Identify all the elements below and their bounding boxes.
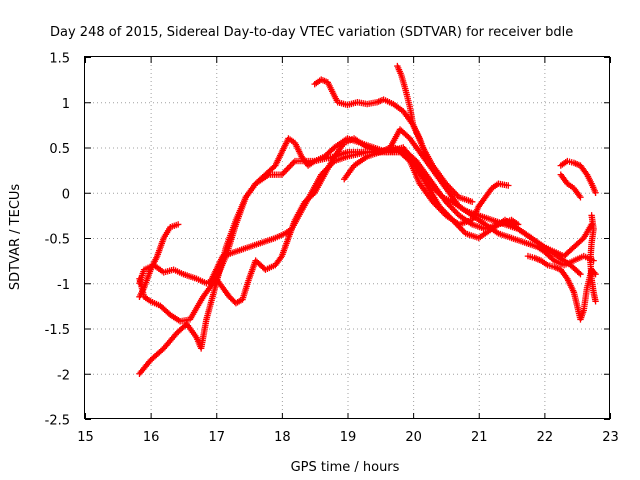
data-point (283, 166, 290, 174)
data-point (468, 198, 476, 205)
series-track-12 (587, 212, 599, 305)
series-track-2 (136, 221, 182, 301)
x-tick-label: 19 (340, 430, 357, 445)
y-tick-label: -2.5 (45, 414, 70, 429)
chart-title: Day 248 of 2015, Sidereal Day-to-day VTE… (50, 25, 573, 40)
data-point (423, 153, 430, 160)
data-point (592, 298, 599, 305)
y-tick-label: 1 (62, 97, 70, 112)
y-tick-label: -1.5 (45, 323, 70, 338)
series-track-10 (557, 171, 584, 201)
series-track-4 (136, 126, 597, 325)
data-point (284, 165, 291, 172)
y-tick-label: -2 (57, 368, 70, 383)
x-axis-label: GPS time / hours (291, 460, 400, 475)
data-points (136, 62, 599, 377)
data-point (285, 163, 293, 171)
data-point (459, 227, 466, 234)
data-point (452, 209, 460, 216)
x-tick-label: 21 (471, 430, 488, 445)
data-point (592, 189, 599, 196)
axis-ticks: 15 16 17 18 19 20 21 22 23 1.5 1 0.5 0 -0.5 -1 -1.5 -2 -2… (45, 52, 619, 446)
plot-frame (84, 56, 610, 419)
series-track-8 (341, 144, 522, 233)
data-point (288, 160, 296, 168)
y-tick-label: -1 (57, 278, 70, 293)
series-track-7 (394, 62, 430, 160)
x-tick-label: 23 (602, 430, 619, 445)
series-track-11 (524, 252, 599, 323)
data-point (549, 256, 557, 263)
data-point (280, 169, 287, 177)
data-point (505, 182, 512, 189)
y-tick-label: -0.5 (45, 233, 70, 248)
data-point (451, 207, 458, 215)
data-point (287, 162, 294, 169)
y-tick-label: 0.5 (49, 142, 70, 157)
data-point (514, 221, 522, 228)
y-tick-label: 1.5 (49, 52, 70, 67)
data-point (290, 159, 297, 166)
series-track-1 (136, 148, 584, 377)
x-tick-label: 22 (537, 430, 554, 445)
x-tick-label: 18 (274, 430, 291, 445)
series-track-9 (557, 157, 599, 196)
x-tick-label: 16 (143, 430, 160, 445)
data-point (577, 194, 584, 201)
x-tick-label: 20 (405, 430, 422, 445)
series-track-5 (206, 144, 595, 287)
data-point (575, 269, 583, 277)
x-tick-label: 17 (208, 430, 225, 445)
data-point (174, 221, 182, 228)
y-tick-label: 0 (62, 187, 70, 202)
y-axis-label: SDTVAR / TECUs (8, 184, 23, 291)
data-point (577, 271, 584, 278)
x-tick-label: 15 (77, 430, 94, 445)
